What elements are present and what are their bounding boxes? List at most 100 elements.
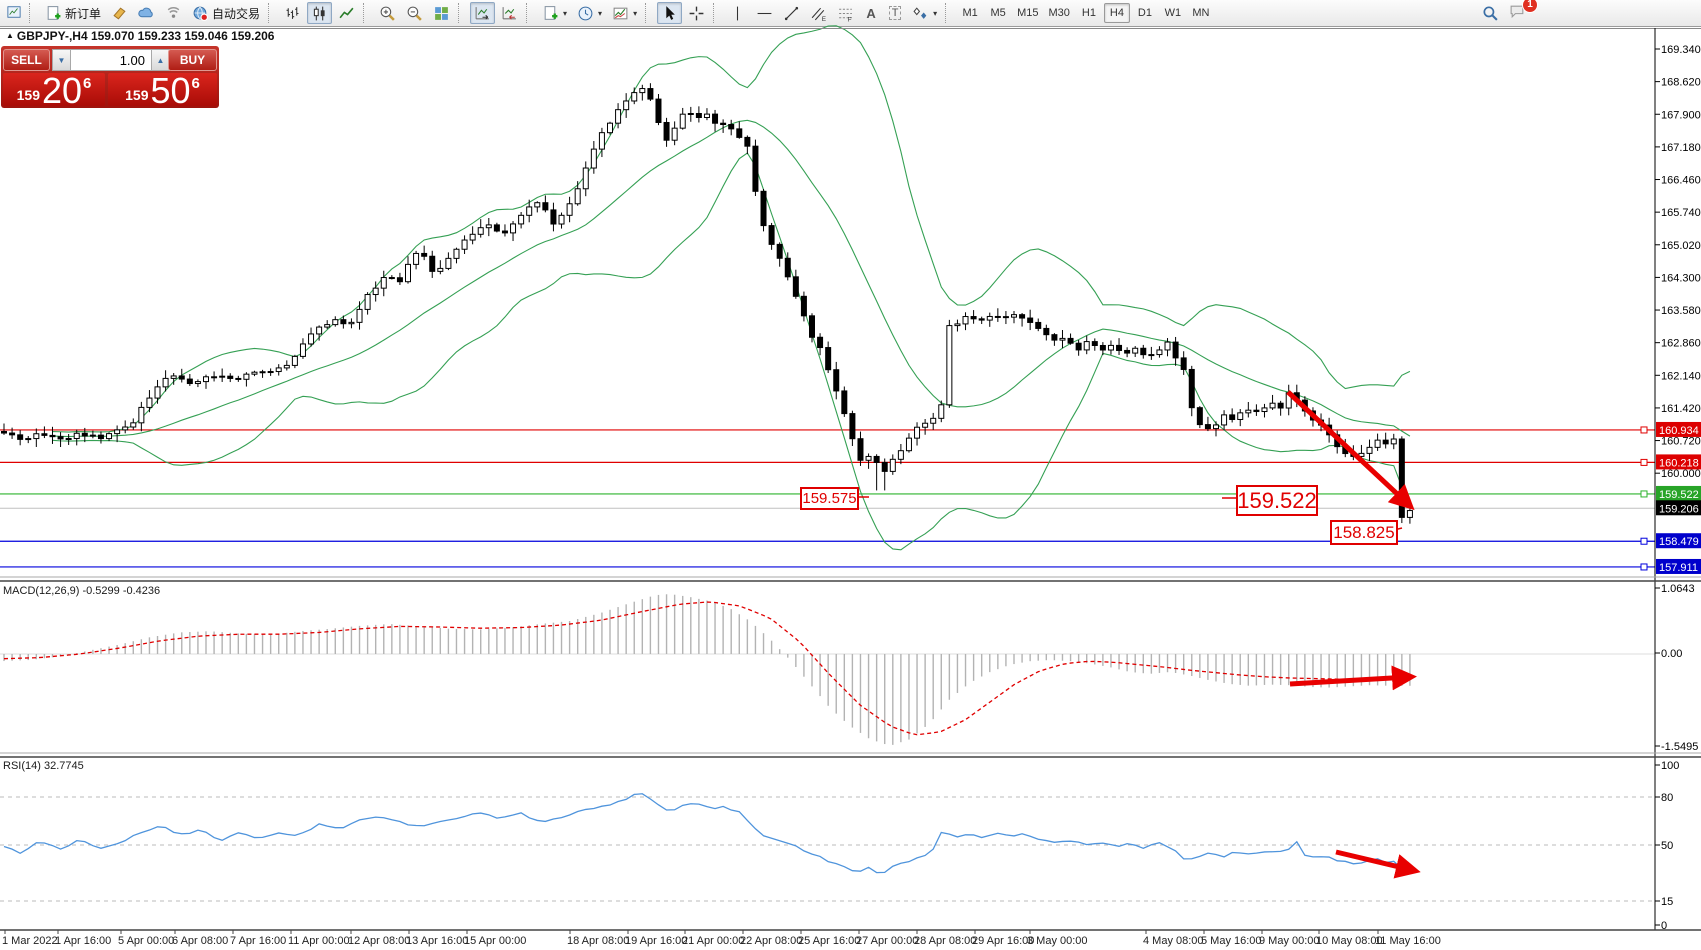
label-tool-icon: T <box>888 6 902 20</box>
volume-decrease-button[interactable]: ▼ <box>52 49 71 71</box>
label-tool-button[interactable]: T <box>884 2 906 24</box>
svg-text:18 Apr 08:00: 18 Apr 08:00 <box>567 935 629 947</box>
channel-icon: E <box>810 5 827 22</box>
auto-scroll-button[interactable] <box>470 2 496 24</box>
svg-text:159.522: 159.522 <box>1659 489 1699 501</box>
svg-text:1 Apr 16:00: 1 Apr 16:00 <box>55 935 111 947</box>
svg-text:27 Apr 00:00: 27 Apr 00:00 <box>856 935 918 947</box>
macd-panel <box>0 594 1655 745</box>
chart-window-button[interactable] <box>3 2 25 24</box>
indicators-button[interactable]: ▾ <box>538 2 571 24</box>
buy-price[interactable]: 159 50 6 <box>108 70 217 111</box>
periods-button[interactable]: ▾ <box>573 2 606 24</box>
buy-price-big: 50 <box>150 70 191 111</box>
autotrade-button[interactable]: 自动交易 <box>188 2 264 24</box>
tile-windows-icon <box>433 5 450 22</box>
svg-text:22 Apr 08:00: 22 Apr 08:00 <box>740 935 802 947</box>
timeframe-h1-button[interactable]: H1 <box>1076 3 1102 23</box>
zoom-out-icon <box>406 5 423 22</box>
volume-input[interactable] <box>71 49 151 71</box>
svg-text:15: 15 <box>1661 896 1673 908</box>
svg-text:-1.5495: -1.5495 <box>1661 741 1698 753</box>
zoom-in-button[interactable] <box>375 2 400 24</box>
svg-text:1.0643: 1.0643 <box>1661 583 1695 595</box>
new-order-button[interactable]: 新订单 <box>41 2 105 24</box>
crosshair-icon <box>688 5 705 22</box>
sell-button[interactable]: SELL <box>3 49 50 71</box>
sell-price[interactable]: 159 20 6 <box>3 73 105 109</box>
svg-text:159.206: 159.206 <box>1659 503 1699 515</box>
svg-text:6 Apr 08:00: 6 Apr 08:00 <box>172 935 228 947</box>
horizontal-line-button[interactable] <box>752 2 777 24</box>
svg-text:163.580: 163.580 <box>1661 305 1701 317</box>
equidistant-channel-button[interactable]: E <box>806 2 831 24</box>
buy-price-pipette: 6 <box>191 75 200 92</box>
cursor-icon <box>661 5 678 22</box>
signals-button[interactable] <box>161 2 186 24</box>
clock-icon <box>577 5 594 22</box>
chart-window-icon <box>7 5 21 22</box>
bar-chart-button[interactable] <box>280 2 305 24</box>
vertical-line-button[interactable] <box>725 2 750 24</box>
one-click-trade-panel: SELL ▼ ▲ BUY 159 20 6 159 50 6 <box>1 46 219 111</box>
zoom-out-button[interactable] <box>402 2 427 24</box>
arrows-tool-button[interactable]: ▾ <box>908 2 941 24</box>
toolbar-separator <box>363 3 371 23</box>
svg-text:160.934: 160.934 <box>1659 425 1699 437</box>
svg-text:0.00: 0.00 <box>1661 648 1682 660</box>
line-chart-button[interactable] <box>334 2 359 24</box>
trendline-icon <box>783 5 800 22</box>
toolbar-separator <box>526 3 534 23</box>
svg-text:165.020: 165.020 <box>1661 240 1701 252</box>
templates-button[interactable]: ▾ <box>608 2 641 24</box>
price-annotation[interactable]: 159.522 <box>1236 485 1318 516</box>
search-button[interactable] <box>1478 2 1503 24</box>
eraser-icon <box>111 5 128 22</box>
timeframe-m1-button[interactable]: M1 <box>957 3 983 23</box>
buy-button[interactable]: BUY <box>168 49 217 71</box>
timeframe-m15-button[interactable]: M15 <box>1013 3 1042 23</box>
svg-text:F: F <box>848 16 852 22</box>
price-annotation[interactable]: 158.825 <box>1330 520 1398 545</box>
toolbar-separator <box>29 3 37 23</box>
tile-windows-button[interactable] <box>429 2 454 24</box>
news-button[interactable] <box>134 2 159 24</box>
candlestick-chart-button[interactable] <box>307 2 333 24</box>
notification-badge[interactable]: 1 <box>1522 0 1538 13</box>
svg-text:21 Apr 00:00: 21 Apr 00:00 <box>682 935 744 947</box>
symbol-ohlc-text: GBPJPY-,H4 159.070 159.233 159.046 159.2… <box>16 29 275 43</box>
price-annotation[interactable]: 159.575 <box>800 487 859 510</box>
svg-text:162.860: 162.860 <box>1661 338 1701 350</box>
indicators-icon <box>542 5 559 22</box>
sweep-button[interactable] <box>107 2 132 24</box>
trendline-button[interactable] <box>779 2 804 24</box>
timeframe-m5-button[interactable]: M5 <box>985 3 1011 23</box>
template-icon <box>612 5 629 22</box>
svg-text:15 Apr 00:00: 15 Apr 00:00 <box>464 935 526 947</box>
toolbar-separator <box>645 3 653 23</box>
timeframe-w1-button[interactable]: W1 <box>1160 3 1186 23</box>
sell-price-pipette: 6 <box>83 75 92 92</box>
line-chart-icon <box>338 5 355 22</box>
new-order-label: 新订单 <box>65 6 102 21</box>
timeframe-mn-button[interactable]: MN <box>1188 3 1214 23</box>
svg-text:160.720: 160.720 <box>1661 436 1701 448</box>
timeframe-h4-button[interactable]: H4 <box>1103 3 1130 23</box>
timeframe-d1-button[interactable]: D1 <box>1132 3 1158 23</box>
trend-arrows[interactable] <box>1286 390 1421 879</box>
vertical-line-icon <box>729 5 746 22</box>
chevron-down-icon: ▾ <box>933 8 938 18</box>
svg-text:161.420: 161.420 <box>1661 403 1701 415</box>
chart-shift-button[interactable] <box>497 2 522 24</box>
svg-text:160.000: 160.000 <box>1661 468 1701 480</box>
svg-text:11 May 16:00: 11 May 16:00 <box>1375 935 1441 947</box>
text-tool-button[interactable]: A <box>860 2 882 24</box>
fibonacci-button[interactable]: F <box>833 2 858 24</box>
cursor-button[interactable] <box>657 2 683 24</box>
buy-price-handle: 159 <box>125 87 149 103</box>
timeframe-m30-button[interactable]: M30 <box>1045 3 1074 23</box>
crosshair-button[interactable] <box>684 2 709 24</box>
svg-text:28 Apr 08:00: 28 Apr 08:00 <box>914 935 976 947</box>
